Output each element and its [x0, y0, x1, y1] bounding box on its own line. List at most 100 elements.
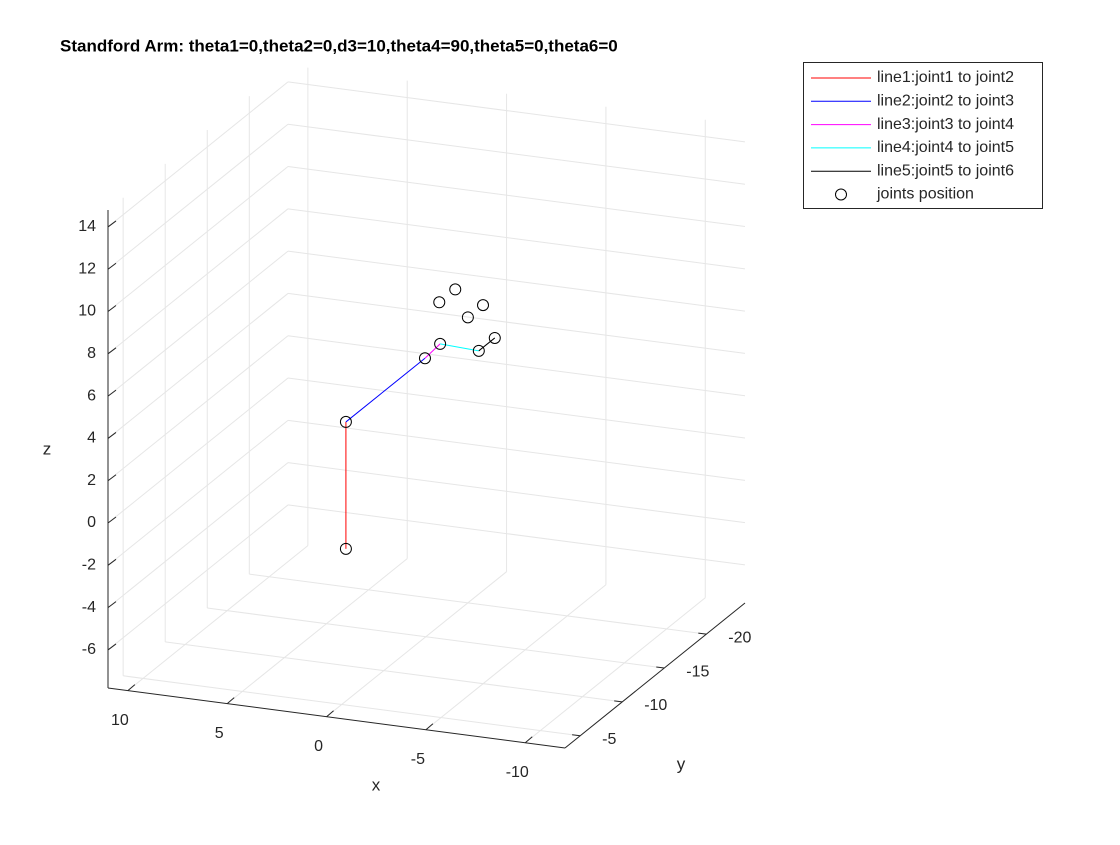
x-axis-label: x — [372, 775, 381, 794]
z-tick — [107, 347, 117, 355]
grid-line — [287, 166, 746, 228]
joint-marker — [477, 299, 490, 312]
grid-line — [207, 607, 665, 669]
z-tick — [107, 389, 117, 397]
y-tick — [614, 700, 623, 703]
grid-line — [107, 81, 289, 228]
grid-line — [287, 419, 746, 481]
joint-marker — [418, 352, 431, 365]
y-tick — [698, 632, 707, 635]
legend-box — [803, 62, 1043, 209]
grid-line — [107, 293, 289, 439]
z-tick — [107, 516, 117, 524]
link-line — [345, 357, 426, 423]
joint-marker — [339, 415, 352, 428]
grid-line — [287, 335, 746, 397]
z-axis-label: z — [43, 439, 52, 458]
grid-line — [287, 208, 746, 270]
grid-line — [226, 558, 408, 705]
legend-label: line2:joint2 to joint3 — [877, 93, 1014, 110]
grid-line — [107, 250, 289, 397]
z-tick-label: -2 — [82, 557, 96, 574]
x-tick — [326, 710, 334, 718]
grid-line — [107, 123, 289, 270]
z-tick — [107, 558, 117, 566]
x-tick-label: -10 — [506, 764, 529, 781]
z-tick-label: -4 — [82, 599, 96, 616]
grid-line — [107, 462, 289, 609]
legend-label: line4:joint4 to joint5 — [877, 139, 1014, 156]
z-tick — [107, 601, 117, 609]
legend-label: line5:joint5 to joint6 — [877, 162, 1014, 179]
grid-line — [287, 462, 746, 524]
joint-marker — [461, 311, 474, 324]
x-axis-line — [107, 687, 566, 749]
y-tick-label: -15 — [686, 663, 709, 680]
y-tick-label: -20 — [728, 629, 751, 646]
grid-line — [287, 123, 746, 185]
grid-line — [165, 641, 623, 703]
link-line — [478, 337, 496, 352]
z-tick-label: 10 — [78, 303, 96, 320]
x-tick-label: 0 — [314, 738, 323, 755]
x-tick — [524, 736, 533, 744]
grid-line — [287, 377, 746, 439]
legend-label: line3:joint3 to joint4 — [877, 116, 1014, 133]
z-tick-label: 0 — [87, 514, 96, 531]
joint-marker — [433, 296, 446, 309]
grid-line — [249, 573, 707, 635]
x-tick — [127, 684, 136, 691]
z-tick-label: -6 — [82, 641, 96, 658]
y-tick — [656, 666, 665, 669]
y-axis-label: y — [677, 754, 686, 773]
grid-line — [107, 377, 289, 524]
z-tick-label: 8 — [87, 345, 96, 362]
joint-marker — [449, 283, 462, 296]
x-tick — [425, 723, 434, 731]
y-tick — [572, 734, 581, 737]
grid-line — [127, 545, 309, 691]
grid-line — [107, 166, 289, 312]
y-tick-label: -5 — [602, 731, 616, 748]
z-tick — [107, 262, 117, 270]
joint-marker — [339, 542, 352, 555]
z-tick — [107, 305, 117, 312]
x-tick-label: 5 — [215, 725, 224, 742]
grid-line — [107, 335, 289, 482]
joint-marker — [472, 344, 485, 357]
z-tick — [107, 432, 117, 439]
grid-line — [287, 292, 746, 354]
z-tick-label: 6 — [87, 387, 96, 404]
z-tick — [107, 474, 117, 482]
y-tick-label: -10 — [644, 697, 667, 714]
link-line — [424, 343, 441, 359]
grid-line — [123, 675, 581, 737]
z-tick-label: 4 — [87, 430, 96, 447]
grid-line — [287, 504, 746, 566]
x-tick-label: 10 — [111, 712, 129, 729]
grid-line — [107, 419, 289, 566]
joint-marker — [488, 331, 501, 344]
y-axis-line — [564, 602, 746, 749]
joint-marker — [434, 337, 447, 350]
chart-title: Standford Arm: theta1=0,theta2=0,d3=10,t… — [60, 36, 618, 55]
legend-label: line1:joint1 to joint2 — [877, 69, 1014, 86]
z-tick — [107, 220, 117, 228]
x-tick-label: -5 — [411, 751, 425, 768]
grid-line — [524, 597, 706, 744]
grid-line — [107, 504, 289, 651]
legend-label: joints position — [876, 186, 974, 203]
grid-line — [326, 571, 507, 718]
z-tick-label: 14 — [78, 218, 96, 235]
legend-marker — [835, 188, 847, 201]
z-tick — [107, 643, 117, 651]
grid-line — [287, 81, 746, 143]
z-tick-label: 2 — [87, 472, 96, 489]
grid-line — [425, 584, 607, 731]
z-tick-label: 12 — [78, 260, 96, 277]
link-line — [440, 343, 479, 352]
x-tick — [226, 697, 235, 705]
grid-line — [107, 208, 289, 355]
